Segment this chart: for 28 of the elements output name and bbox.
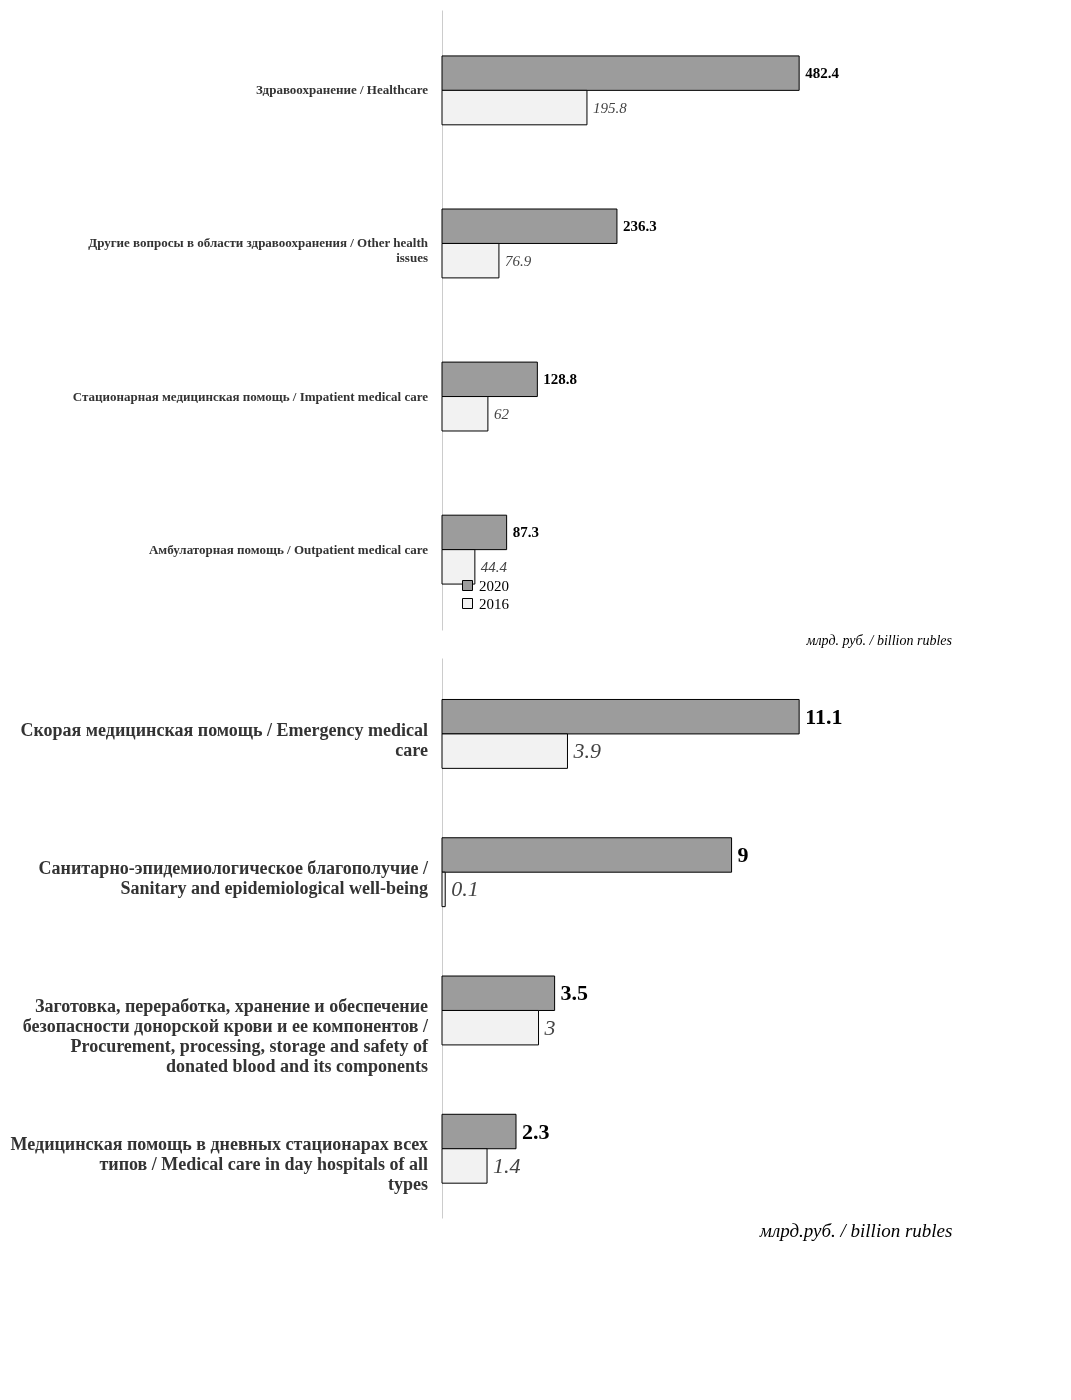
text: млрд. руб. / billion rubles [805,633,953,648]
legend-label: 2016 [479,595,510,612]
data-label: 76.9 [504,252,532,269]
y-tick-label: Здравоохранение / Healthcare [256,82,429,98]
data-label: 87.3 [512,524,539,541]
data-label: 44.4 [480,558,508,575]
y-tick-label: Медицинская помощь в дневных стационарах всех типов / Medical care in day hospitals of all types [10,1134,428,1195]
legend-label: 2020 [479,577,509,594]
y-tick-label: Другие вопросы в области здравоохранения / Other health issues [88,235,429,266]
y-tick-label: Санитарно-эпидемиологическое благополучие / Sanitary and epidemiological well-being [38,857,429,898]
y-tick-label: Амбулаторная помощь / Outpatient medical care [148,541,429,557]
data-label: 3.9 [572,738,601,764]
data-label: 3.5 [560,980,589,1006]
data-label: 128.8 [543,371,578,388]
data-label: 2.3 [522,1118,550,1144]
data-label: 3 [543,1014,556,1040]
data-label: 9 [737,841,749,867]
data-label: 0.1 [451,876,479,902]
data-label: 195.8 [592,99,628,116]
text: млрд.руб. / billion rubles [758,1220,953,1241]
data-label: 11.1 [805,703,843,729]
y-tick-label: Скорая медицинская помощь / Emergency medical care [20,719,428,760]
data-label: 1.4 [493,1152,521,1178]
data-label: 236.3 [622,218,657,235]
data-label: 62 [493,405,510,422]
data-label: 482.4 [805,65,840,82]
y-tick-label: Заготовка, переработка, хранение и обеспечение безопасности донорской крови и ее компонентов / Procurement, processing, storage and safety of donated blood and its components [22,996,429,1077]
y-tick-label: Стационарная медицинская помощь / Impatient medical care [72,388,429,404]
